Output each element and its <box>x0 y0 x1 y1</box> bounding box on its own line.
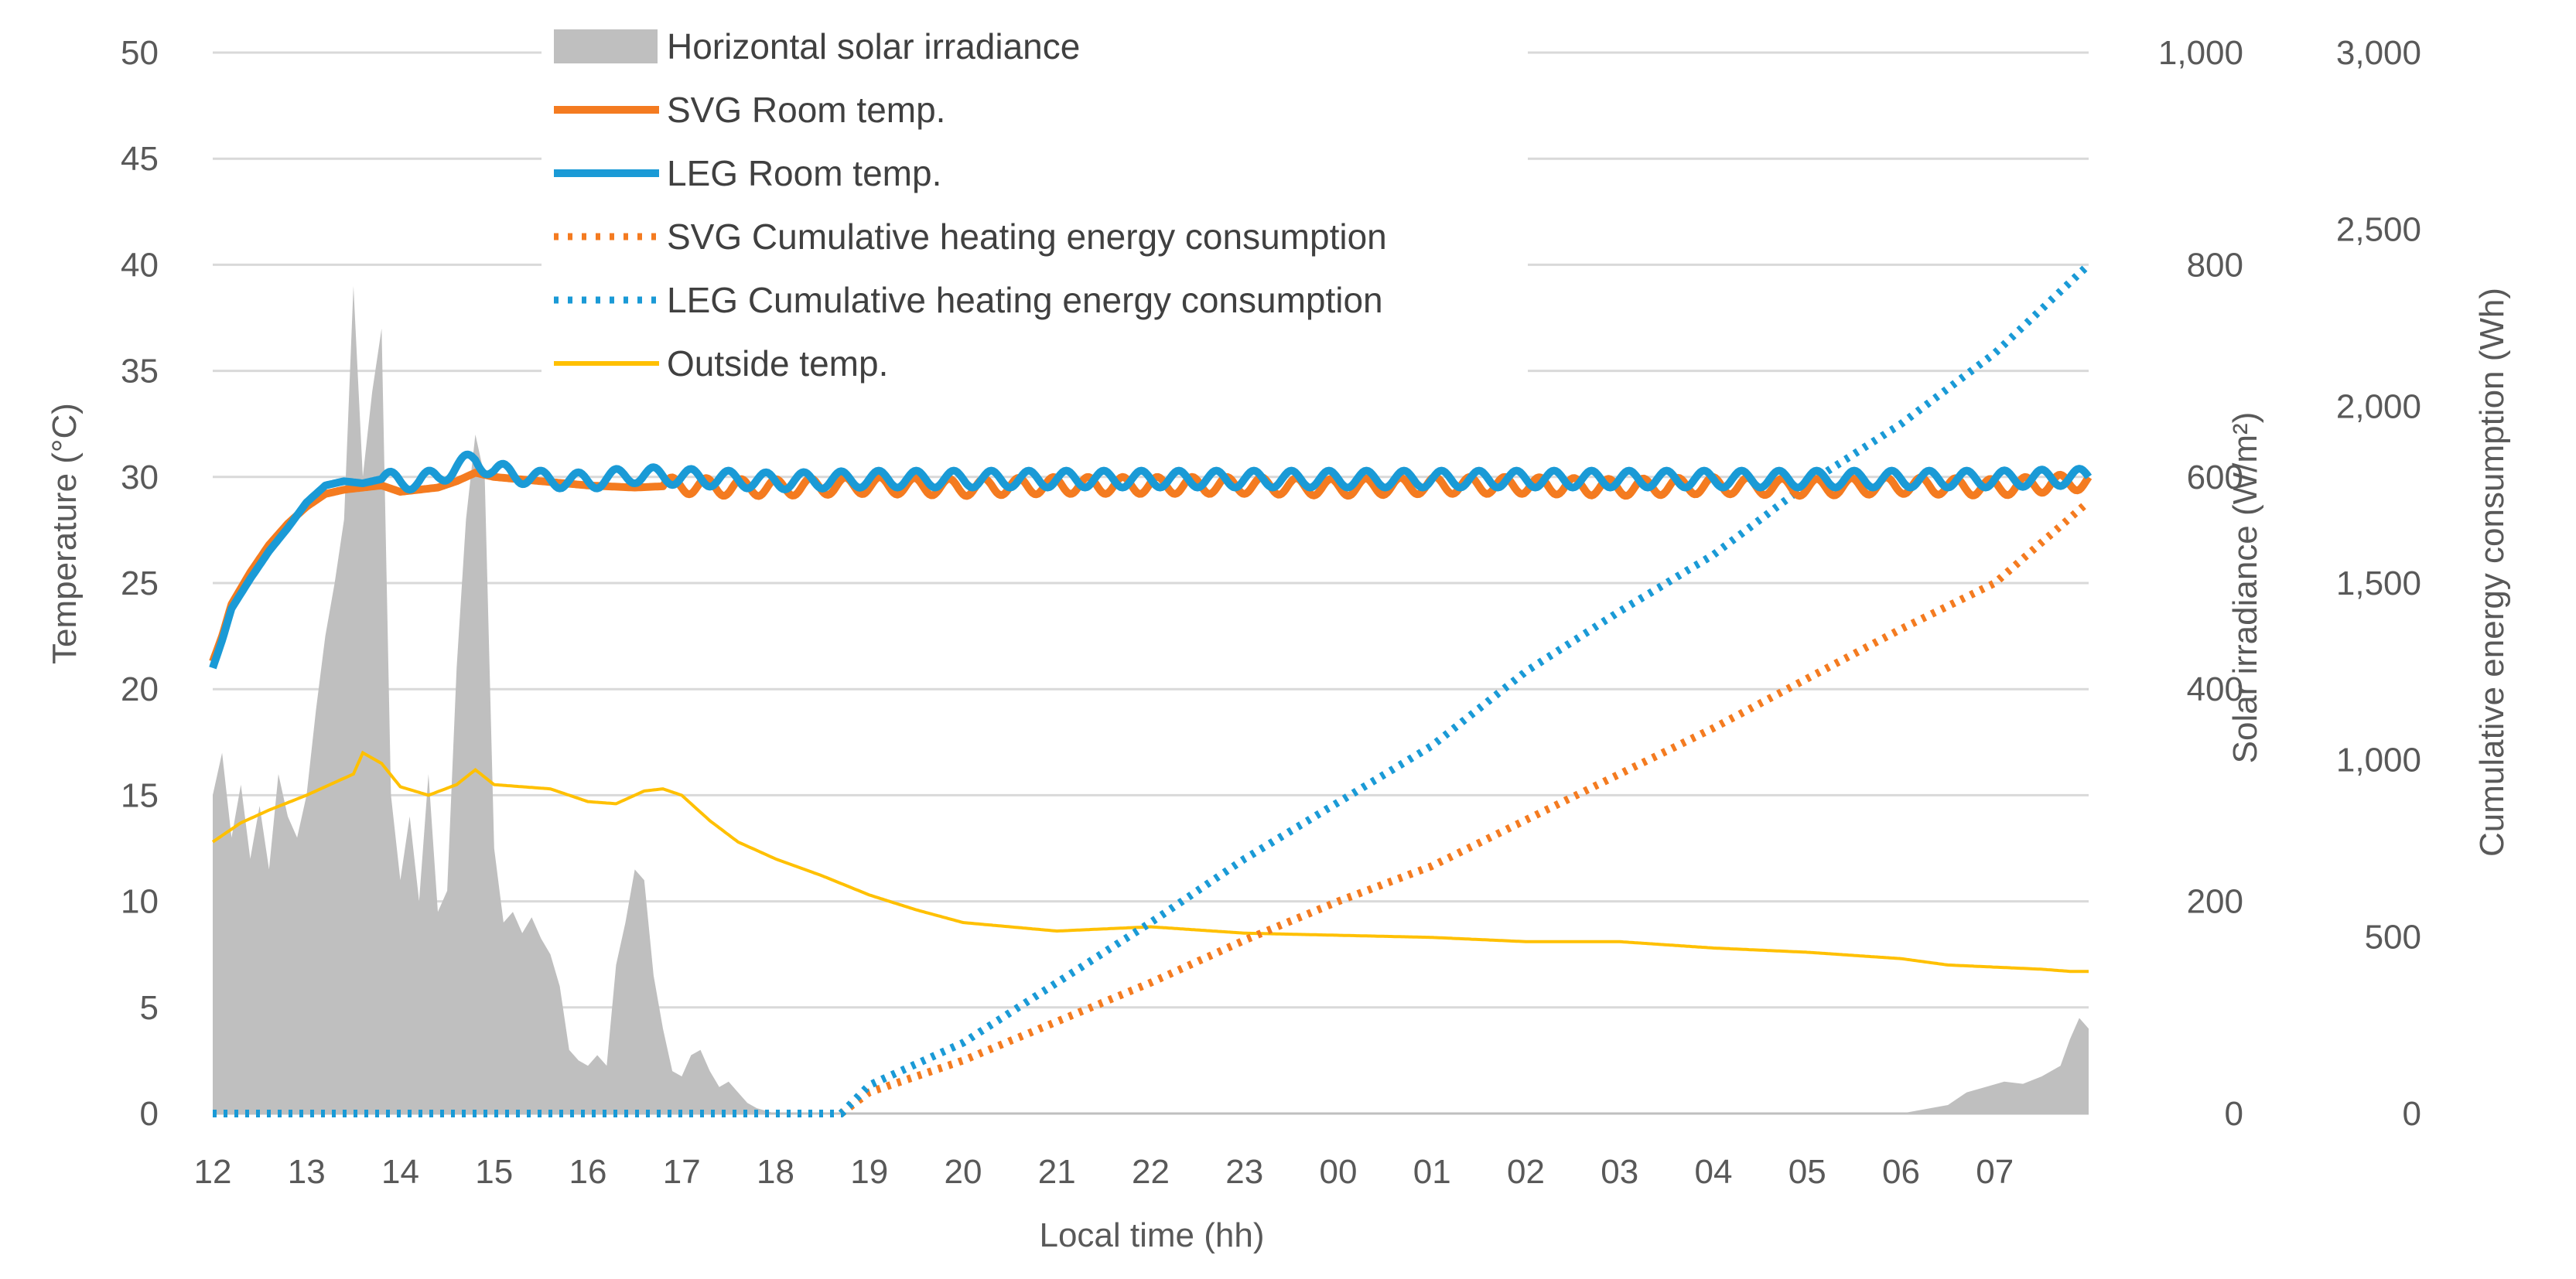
y-tick-label-temperature: 40 <box>121 246 159 284</box>
x-tick-label: 20 <box>945 1153 982 1191</box>
x-tick-label: 07 <box>1976 1153 2014 1191</box>
y-tick-label-irradiance: 400 <box>2187 670 2243 708</box>
x-tick-label: 04 <box>1695 1153 1733 1191</box>
x-axis-label: Local time (hh) <box>1039 1216 1264 1254</box>
x-tick-label: 02 <box>1507 1153 1545 1191</box>
x-tick-label: 21 <box>1038 1153 1076 1191</box>
x-tick-label: 16 <box>569 1153 607 1191</box>
x-tick-label: 03 <box>1601 1153 1638 1191</box>
x-tick-label: 00 <box>1320 1153 1358 1191</box>
y-tick-label-energy: 2,500 <box>2336 211 2421 249</box>
x-tick-label: 05 <box>1789 1153 1826 1191</box>
x-tick-label: 01 <box>1413 1153 1451 1191</box>
y-tick-label-irradiance: 1,000 <box>2158 34 2243 72</box>
y-tick-label-temperature: 5 <box>140 989 159 1027</box>
x-tick-label: 15 <box>475 1153 513 1191</box>
legend-label: SVG Room temp. <box>667 90 945 130</box>
x-tick-label: 14 <box>381 1153 419 1191</box>
y-tick-label-energy: 2,000 <box>2336 387 2421 425</box>
leg-energy-line <box>213 261 2092 1117</box>
y-tick-label-energy: 3,000 <box>2336 34 2421 72</box>
y-tick-label-temperature: 10 <box>121 883 159 921</box>
legend-label: SVG Cumulative heating energy consumptio… <box>667 217 1387 257</box>
y-tick-label-temperature: 25 <box>121 564 159 602</box>
legend-label: Outside temp. <box>667 343 888 384</box>
y-tick-label-irradiance: 800 <box>2187 246 2243 284</box>
leg-room-temp-line <box>209 450 2093 670</box>
y-axis-label-irradiance: Solar irradiance (W/m²) <box>2226 412 2264 764</box>
y-axis-label-energy: Cumulative energy consumption (Wh) <box>2473 288 2511 857</box>
svg-room-temp-line <box>209 469 2093 663</box>
y-tick-label-energy: 1,000 <box>2336 742 2421 779</box>
x-tick-label: 17 <box>663 1153 701 1191</box>
irradiance-area <box>213 285 2089 1114</box>
legend-label: LEG Room temp. <box>667 153 941 193</box>
y-tick-label-temperature: 45 <box>121 140 159 178</box>
legend-label: Horizontal solar irradiance <box>667 26 1080 67</box>
y-tick-label-energy: 0 <box>2403 1095 2421 1133</box>
y-tick-label-energy: 1,500 <box>2336 564 2421 602</box>
x-tick-label: 13 <box>288 1153 326 1191</box>
y-tick-label-temperature: 20 <box>121 670 159 708</box>
x-tick-label: 22 <box>1132 1153 1170 1191</box>
legend: Horizontal solar irradiance SVG Room temp… <box>542 14 1528 401</box>
x-tick-label: 06 <box>1882 1153 1920 1191</box>
y-axis-label-temperature: Temperature (°C) <box>46 403 84 664</box>
x-tick-label: 12 <box>194 1153 232 1191</box>
y-tick-label-irradiance: 200 <box>2187 883 2243 921</box>
y-tick-label-temperature: 35 <box>121 353 159 391</box>
plot-area <box>209 261 2093 1117</box>
legend-background <box>542 14 1528 401</box>
y-tick-label-energy: 500 <box>2365 918 2421 956</box>
y-tick-label-temperature: 0 <box>140 1095 159 1133</box>
y-tick-label-temperature: 30 <box>121 459 159 496</box>
legend-swatch-irradiance <box>554 29 658 63</box>
y-tick-label-temperature: 50 <box>121 34 159 72</box>
axis-ticks: 0510152025303540455002004006008001,00005… <box>121 34 2421 1191</box>
y-tick-label-temperature: 15 <box>121 776 159 814</box>
svg-energy-line <box>213 499 2092 1117</box>
x-tick-label: 19 <box>850 1153 888 1191</box>
y-tick-label-irradiance: 0 <box>2225 1095 2243 1133</box>
legend-label: LEG Cumulative heating energy consumptio… <box>667 280 1383 320</box>
outside-temp-line <box>211 750 2089 974</box>
x-tick-label: 23 <box>1225 1153 1263 1191</box>
x-tick-label: 18 <box>757 1153 794 1191</box>
y-tick-label-irradiance: 600 <box>2187 459 2243 496</box>
